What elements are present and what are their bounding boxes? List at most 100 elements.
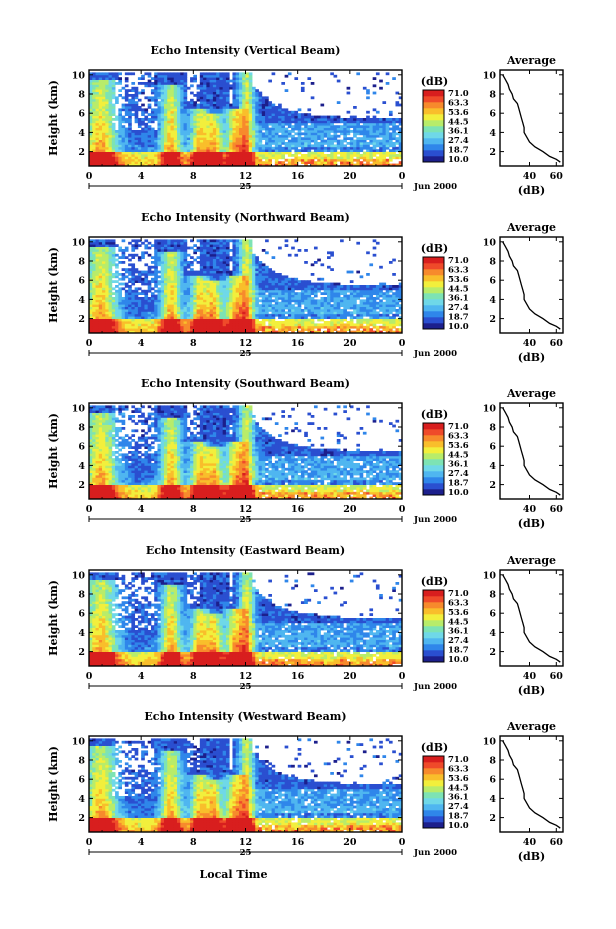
heatmap-cell	[160, 98, 165, 102]
heatmap-cell	[297, 294, 302, 298]
heatmap-cell	[278, 142, 282, 145]
heatmap-cell	[209, 297, 214, 300]
heatmap-cell	[265, 127, 269, 131]
heatmap-cell	[216, 285, 220, 288]
heatmap-cell	[89, 79, 93, 83]
heatmap-cell	[245, 127, 250, 131]
heatmap-cell	[274, 120, 279, 124]
heatmap-cell	[163, 113, 168, 116]
heatmap-cell	[190, 263, 194, 267]
heatmap-cell	[157, 311, 162, 315]
heatmap-cell	[284, 134, 289, 138]
heatmap-cell	[258, 328, 263, 331]
heatmap-cell	[150, 118, 155, 121]
heatmap-cell	[245, 311, 250, 315]
heatmap-cell	[186, 299, 191, 303]
heatmap-cell	[320, 118, 325, 121]
heatmap-cell	[203, 328, 207, 331]
heatmap-cell	[238, 244, 243, 247]
heatmap-cell	[281, 139, 286, 143]
heatmap-cell	[209, 106, 214, 109]
heatmap-cell	[265, 306, 269, 310]
heatmap-cell	[196, 115, 201, 119]
heatmap-cell	[160, 249, 165, 252]
heatmap-cell	[98, 158, 103, 162]
heatmap-cell	[252, 323, 256, 327]
heatmap-cell	[89, 158, 93, 162]
heatmap-cell	[300, 158, 305, 162]
heatmap-cell	[235, 134, 240, 138]
heatmap-cell	[284, 144, 289, 148]
heatmap-cell	[186, 127, 191, 131]
heatmap-cell	[199, 144, 204, 148]
heatmap-cell	[323, 115, 328, 119]
heatmap-cell	[177, 118, 181, 121]
heatmap-cell	[160, 108, 165, 112]
heatmap-cell	[206, 325, 211, 329]
heatmap-cell	[206, 139, 211, 143]
heatmap-cell	[193, 94, 197, 97]
heatmap-cell	[144, 275, 149, 279]
heatmap-cell	[150, 146, 155, 150]
heatmap-cell	[89, 146, 93, 150]
heatmap-cell	[278, 163, 282, 167]
heatmap-cell	[232, 151, 237, 155]
heatmap-cell	[102, 158, 106, 162]
heatmap-cell	[180, 106, 184, 109]
heatmap-cell	[102, 313, 106, 317]
heatmap-cell	[281, 146, 286, 150]
heatmap-cell	[160, 163, 165, 167]
heatmap-cell	[199, 325, 204, 329]
heatmap-cell	[124, 96, 129, 100]
colorbar-swatch	[423, 126, 444, 133]
heatmap-cell	[356, 127, 361, 131]
heatmap-cell	[225, 86, 230, 90]
heatmap-cell	[245, 137, 250, 140]
heatmap-cell	[238, 84, 243, 88]
heatmap-cell	[98, 82, 103, 85]
heatmap-cell	[150, 273, 155, 276]
heatmap-cell	[265, 161, 269, 164]
heatmap-cell	[180, 241, 184, 245]
heatmap-cell	[206, 125, 211, 128]
heatmap-cell	[157, 94, 162, 97]
heatmap-cell	[95, 256, 100, 259]
heatmap-cell	[294, 113, 299, 116]
heatmap-cell	[375, 132, 380, 136]
heatmap-cell	[98, 292, 103, 295]
heatmap-cell	[95, 249, 100, 252]
heatmap-cell	[118, 163, 122, 167]
heatmap-cell	[258, 321, 263, 324]
heatmap-cell	[281, 301, 286, 305]
heatmap-cell	[186, 156, 191, 160]
heatmap-cell	[203, 309, 207, 312]
heatmap-cell	[238, 96, 243, 100]
heatmap-cell	[203, 246, 207, 250]
heatmap-cell	[216, 321, 220, 324]
heatmap-cell	[173, 122, 178, 126]
heatmap-cell	[209, 163, 214, 167]
heatmap-cell	[170, 273, 175, 276]
heatmap-cell	[105, 103, 109, 107]
heatmap-cell	[180, 89, 184, 92]
heatmap-cell	[89, 306, 93, 310]
heatmap-cell	[235, 297, 240, 300]
heatmap-cell	[385, 72, 390, 76]
heatmap-cell	[349, 149, 354, 152]
heatmap-cell	[369, 156, 374, 160]
heatmap-cell	[248, 125, 253, 128]
heatmap-cell	[124, 256, 129, 259]
heatmap-cell	[284, 294, 289, 298]
heatmap-cell	[115, 149, 119, 152]
heatmap-cell	[248, 323, 253, 327]
heatmap-cell	[111, 309, 116, 312]
heatmap-cell	[177, 89, 181, 92]
heatmap-cell	[160, 84, 165, 88]
heatmap-cell	[150, 299, 155, 303]
heatmap-cell	[274, 325, 279, 329]
heatmap-cell	[261, 120, 266, 124]
heatmap-cell	[180, 154, 184, 157]
heatmap-cell	[206, 146, 211, 150]
heatmap-cell	[154, 294, 158, 298]
heatmap-cell	[121, 299, 126, 303]
